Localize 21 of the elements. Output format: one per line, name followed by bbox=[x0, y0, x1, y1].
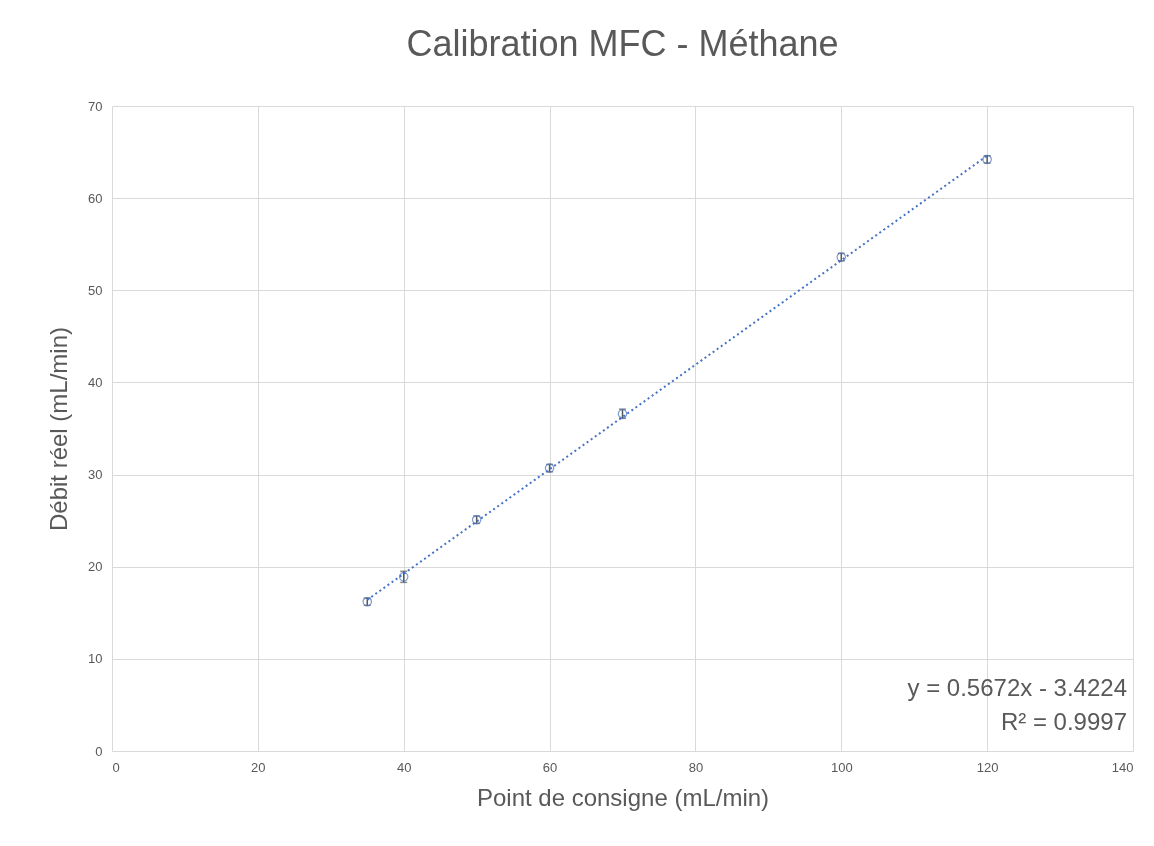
y-tick-label: 20 bbox=[88, 559, 103, 575]
x-tick-label: 0 bbox=[112, 759, 120, 775]
annotation: R² = 0.9997 bbox=[1000, 708, 1127, 735]
y-tick-label: 0 bbox=[95, 743, 103, 759]
y-tick-label: 30 bbox=[88, 467, 103, 483]
x-tick-label: 60 bbox=[542, 759, 558, 775]
annotation: y = 0.5672x - 3.4224 bbox=[907, 674, 1127, 701]
x-tick-label: 40 bbox=[396, 759, 412, 775]
x-tick-label: 20 bbox=[251, 759, 266, 775]
x-axis-title: Point de consigne (mL/min) bbox=[476, 783, 770, 811]
y-tick-label: 70 bbox=[88, 98, 103, 114]
x-tick-label: 140 bbox=[1111, 759, 1134, 775]
y-axis-title: Débit réel (mL/min) bbox=[45, 326, 73, 532]
y-tick-label: 50 bbox=[88, 282, 103, 298]
y-tick-label: 60 bbox=[88, 190, 103, 206]
chart-title: Calibration MFC - Méthane bbox=[406, 23, 839, 64]
y-tick-label: 40 bbox=[88, 374, 103, 390]
y-tick-label: 10 bbox=[88, 651, 103, 667]
x-tick-label: 80 bbox=[688, 759, 704, 775]
x-tick-label: 100 bbox=[830, 759, 853, 775]
x-tick-label: 120 bbox=[976, 759, 999, 775]
